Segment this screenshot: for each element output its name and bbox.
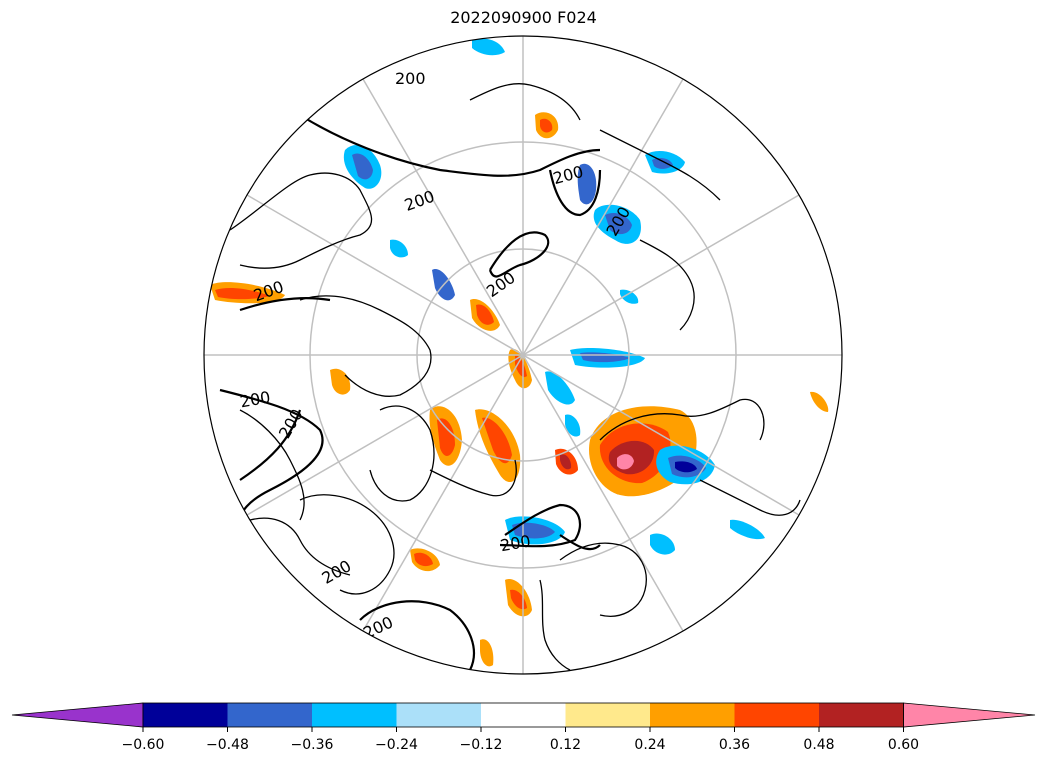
colorbar-tick-label: 0.24 — [634, 737, 665, 753]
colorbar-block — [650, 703, 735, 727]
colorbar-block — [143, 703, 228, 727]
colorbar-tick-label: 0.12 — [550, 737, 581, 753]
map-disk: 200 200 200 200 200 200 200 200 200 200 … — [204, 36, 842, 674]
polar-map: 200 200 200 200 200 200 200 200 200 200 … — [203, 35, 843, 675]
coastlines — [229, 83, 801, 671]
colorbar-block — [396, 703, 482, 727]
colorbar-block — [312, 703, 397, 727]
map-title: 2022090900 F024 — [450, 8, 597, 27]
colorbar-tick-label: −0.60 — [122, 737, 165, 753]
colorbar-extend-low — [11, 702, 144, 728]
colorbar-tick-label: −0.12 — [460, 737, 503, 753]
colorbar-tick-label: 0.48 — [803, 737, 834, 753]
colorbar-tick-label: −0.36 — [291, 737, 334, 753]
colorbar-tick-label: 0.36 — [719, 737, 750, 753]
colorbar-tick-label: −0.24 — [375, 737, 418, 753]
graticule — [204, 36, 842, 674]
colorbar-frame — [142, 702, 904, 728]
colorbar-extend-high — [903, 702, 1036, 728]
colorbar-blocks — [11, 702, 1036, 728]
colorbar: −0.60 −0.48 −0.36 −0.24 −0.12 0.12 0.24 0.36 0.4… — [11, 702, 1036, 753]
colorbar-block — [819, 703, 904, 727]
contour-label: 200 — [395, 69, 426, 88]
colorbar-block — [481, 703, 566, 727]
colorbar-tick-label: 0.60 — [888, 737, 919, 753]
colorbar-block — [734, 703, 820, 727]
colorbar-block — [565, 703, 651, 727]
map-boundary — [203, 35, 843, 675]
colorbar-block — [227, 703, 313, 727]
contour-lines — [219, 114, 602, 671]
colorbar-ticks: −0.60 −0.48 −0.36 −0.24 −0.12 0.12 0.24 0.36 0.4… — [122, 727, 919, 753]
colorbar-tick-label: −0.48 — [206, 737, 249, 753]
